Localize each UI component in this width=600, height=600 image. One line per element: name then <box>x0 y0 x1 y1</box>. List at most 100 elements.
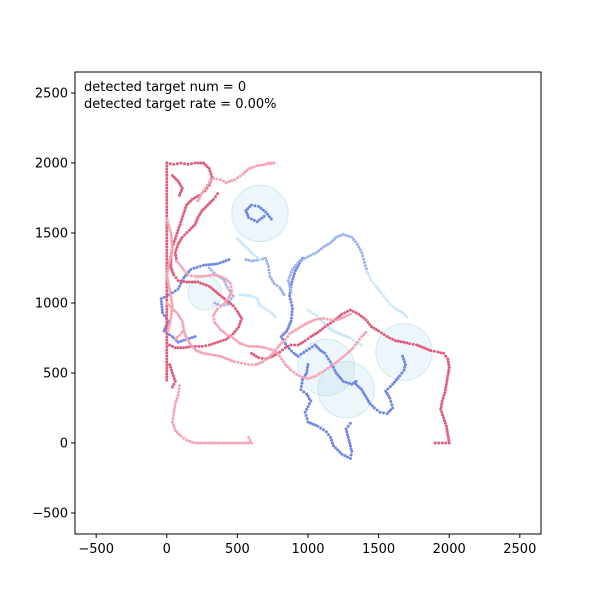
track-point <box>168 228 172 232</box>
track-point <box>165 357 169 361</box>
track-point <box>444 382 448 386</box>
track-point <box>172 377 176 381</box>
track-point <box>424 347 428 351</box>
track-point <box>305 349 309 353</box>
track-point <box>391 305 395 308</box>
track-point <box>246 213 250 217</box>
track-point <box>359 314 363 318</box>
track-point <box>351 338 355 342</box>
track-point <box>374 328 378 332</box>
track-point <box>255 220 259 224</box>
track-point <box>170 268 174 272</box>
track-point <box>227 288 231 292</box>
track-point <box>264 307 268 311</box>
track-point <box>432 349 436 353</box>
track-point <box>346 435 350 439</box>
track-point <box>348 444 352 448</box>
track-point <box>182 329 186 333</box>
track-8 <box>365 270 409 319</box>
track-point <box>372 326 376 330</box>
track-point <box>388 302 392 306</box>
track-point <box>338 450 342 454</box>
track-point <box>293 343 297 347</box>
track-point <box>199 441 203 445</box>
track-point <box>178 315 181 318</box>
track-point <box>184 334 188 338</box>
track-point <box>207 284 211 288</box>
track-point <box>229 297 233 301</box>
track-point <box>308 320 312 324</box>
track-point <box>367 273 371 277</box>
track-point <box>279 288 283 292</box>
track-point <box>212 317 216 321</box>
track-point <box>173 402 177 406</box>
track-point <box>340 377 343 381</box>
track-point <box>312 312 316 316</box>
track-point <box>292 329 296 333</box>
track-point <box>177 193 181 197</box>
track-point <box>364 395 368 399</box>
track-point <box>260 216 264 220</box>
track-16 <box>170 174 184 197</box>
track-point <box>385 392 389 395</box>
track-14 <box>250 308 451 445</box>
track-point <box>169 312 173 316</box>
track-point <box>351 309 355 313</box>
track-point <box>247 248 251 252</box>
track-point <box>228 281 232 285</box>
track-point <box>165 372 169 376</box>
track-point <box>306 405 310 409</box>
track-point <box>311 319 315 323</box>
track-point <box>305 392 309 396</box>
track-point <box>361 390 365 394</box>
track-point <box>271 354 275 358</box>
track-point <box>165 248 169 252</box>
track-point <box>317 249 321 253</box>
track-point <box>281 333 285 337</box>
track-point <box>190 280 194 284</box>
track-point <box>229 291 233 295</box>
track-point <box>355 242 359 246</box>
track-point <box>165 186 169 190</box>
track-point <box>256 362 260 366</box>
track-point <box>338 314 342 318</box>
track-point <box>299 388 303 392</box>
track-point <box>247 167 251 171</box>
track-point <box>334 446 337 450</box>
track-point <box>283 337 287 341</box>
track-point <box>349 348 353 352</box>
track-point <box>165 285 169 289</box>
track-point <box>200 209 204 213</box>
track-point <box>312 252 316 256</box>
axes-frame <box>74 71 542 535</box>
track-point <box>248 205 252 209</box>
track-point <box>258 345 262 349</box>
track-point <box>282 360 285 364</box>
track-point <box>443 419 446 423</box>
track-point <box>270 352 274 356</box>
track-point <box>368 402 372 406</box>
track-point <box>167 323 171 327</box>
track-point <box>257 356 261 360</box>
track-point <box>265 259 269 263</box>
track-point <box>184 274 187 278</box>
track-point <box>170 245 174 249</box>
track-point <box>207 343 211 347</box>
track-point <box>320 370 324 374</box>
track-point <box>327 433 330 437</box>
track-point <box>165 310 169 314</box>
target-zone-0 <box>231 184 289 243</box>
track-point <box>286 344 290 348</box>
track-point <box>415 343 419 347</box>
track-point <box>167 281 170 285</box>
track-point <box>356 384 360 388</box>
track-point <box>235 237 239 241</box>
track-point <box>223 356 227 360</box>
track-point <box>314 332 317 336</box>
track-point <box>334 235 338 239</box>
track-point <box>391 406 395 410</box>
track-point <box>196 280 200 284</box>
track-point <box>283 342 287 346</box>
track-point <box>185 438 189 442</box>
